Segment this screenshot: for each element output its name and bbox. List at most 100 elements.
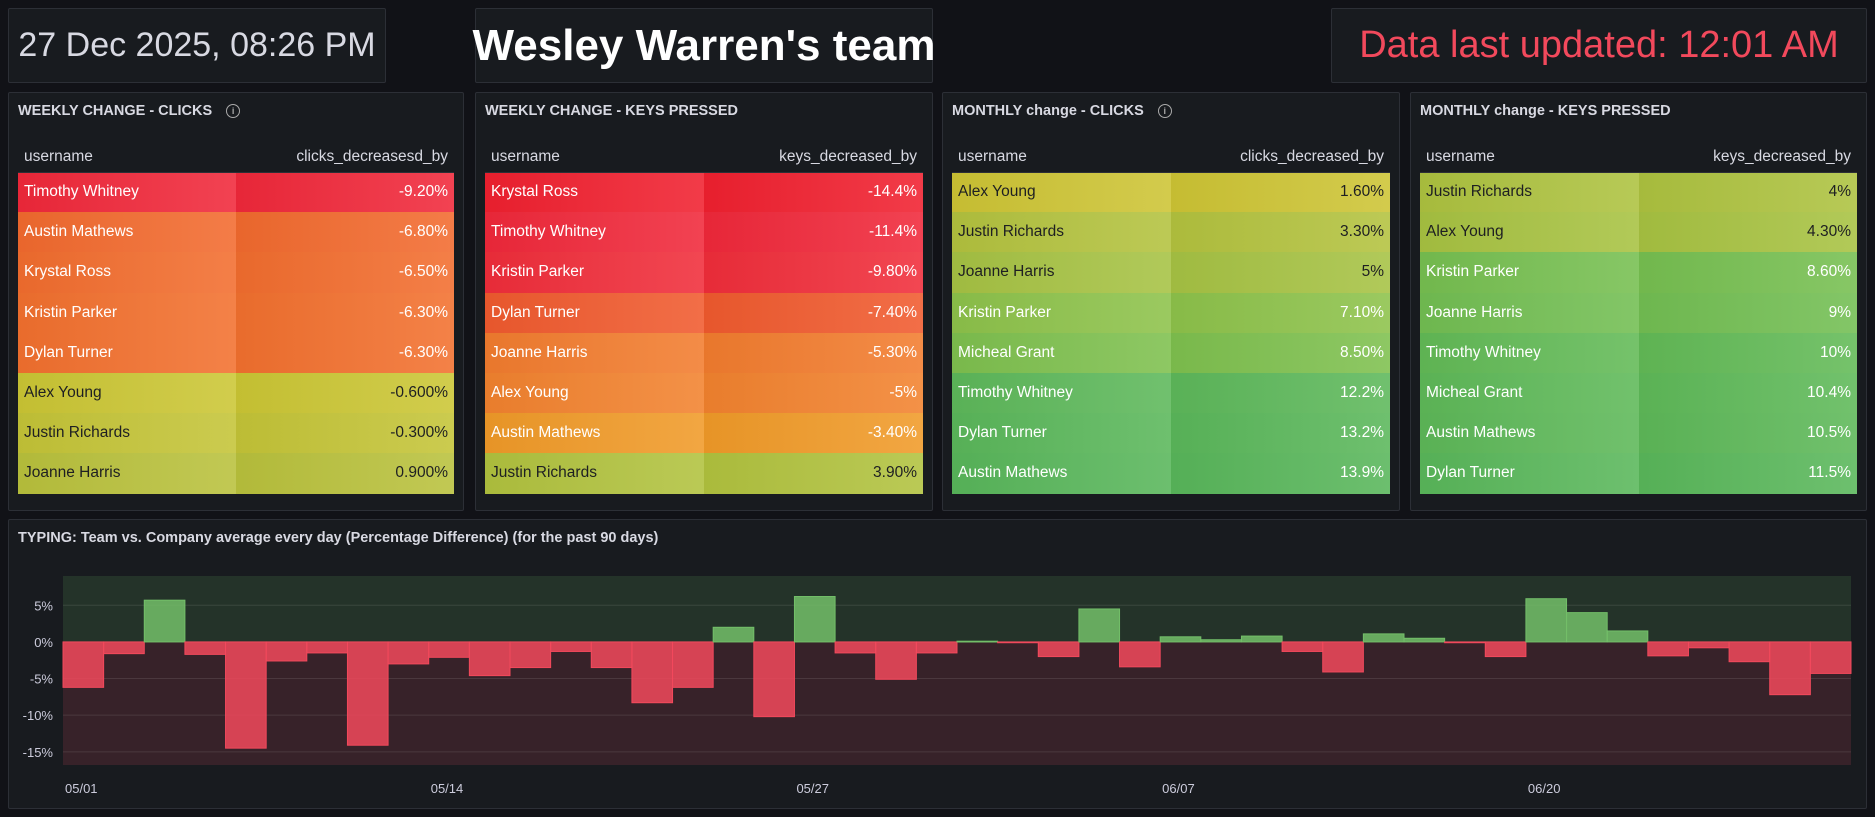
bar [1240,635,1283,643]
table-row: Micheal Grant 8.50% [952,332,1390,373]
x-tick-label: 05/01 [65,781,98,796]
team-title-panel: Wesley Warren's team [473,8,935,83]
value-cell: -3.40% [704,413,923,454]
bar [834,641,877,654]
table-row: Justin Richards 3.30% [952,212,1390,253]
username-cell: Joanne Harris [952,252,1171,293]
bar [672,641,714,688]
x-tick-label: 06/20 [1528,781,1561,796]
username-cell: Timothy Whitney [18,172,236,213]
table-row: Timothy Whitney -11.4% [485,212,923,253]
info-icon[interactable]: i [1157,104,1172,118]
bar [997,641,1039,644]
value-cell: -14.4% [704,172,923,213]
bar [1362,633,1405,643]
username-cell: Kristin Parker [952,292,1171,333]
data-table: username clicks_decreased_by Alex Young … [952,142,1390,494]
username-cell: Alex Young [952,172,1171,213]
panel-title: WEEKLY CHANGE - CLICKS [18,103,213,119]
column-header-username[interactable]: username [18,142,236,173]
value-cell: 12.2% [1171,372,1390,414]
chart-title: TYPING: Team vs. Company average every d… [18,530,659,546]
bar [1078,608,1121,643]
value-cell: -0.300% [236,413,454,454]
bar [62,641,105,688]
table-row: Timothy Whitney -9.20% [18,172,454,213]
last-updated-text: Data last updated: 12:01 AM [1359,24,1839,66]
column-header-value[interactable]: clicks_decreased_by [1171,142,1390,173]
column-header-value[interactable]: clicks_decreasesd_by [236,142,454,173]
info-icon[interactable]: i [226,104,241,118]
value-cell: 3.90% [704,453,923,494]
y-tick-label: -15% [23,745,54,760]
bar [1403,637,1446,643]
username-cell: Justin Richards [485,453,704,494]
datetime-text: 27 Dec 2025, 08:26 PM [18,26,376,64]
value-cell: 11.5% [1638,453,1857,494]
username-cell: Justin Richards [18,413,236,454]
y-tick-label: 0% [34,635,53,650]
value-cell: -9.80% [704,252,923,293]
value-cell: -9.20% [236,172,454,213]
table-row: Krystal Ross -14.4% [485,172,923,213]
value-cell: -11.4% [704,212,923,253]
username-cell: Timothy Whitney [952,372,1171,414]
bar [1606,630,1649,643]
bar [468,641,511,677]
y-tick-label: -5% [30,672,54,687]
username-cell: Joanne Harris [485,332,704,373]
table-row: Kristin Parker 7.10% [952,292,1390,333]
table-row: Austin Mathews -3.40% [485,413,923,454]
bar [1444,641,1486,644]
y-tick-label: -10% [23,708,54,723]
bar [265,641,308,662]
panel-monthly-change-clicks: MONTHLY change - CLICKS i username clicks… [942,92,1400,511]
table-row: Kristin Parker -9.80% [485,252,923,293]
column-header-username[interactable]: username [485,142,704,173]
table-row: Austin Mathews 13.9% [952,453,1390,494]
bar [1322,641,1364,673]
value-cell: 8.60% [1638,252,1857,293]
bar [1728,641,1771,663]
bar [915,641,958,654]
table-row: Alex Young 4.30% [1420,212,1857,253]
column-header-value[interactable]: keys_decreased_by [704,142,923,173]
username-cell: Alex Young [1420,212,1639,253]
bar [387,641,430,665]
panel-title: MONTHLY change - KEYS PRESSED [1420,103,1671,119]
username-cell: Timothy Whitney [485,212,704,253]
value-cell: -6.30% [236,332,454,373]
value-cell: 1.60% [1171,172,1390,213]
value-cell: 13.9% [1171,453,1390,494]
panel-weekly-change-clicks: WEEKLY CHANGE - CLICKS i username clicks_… [8,92,464,511]
bar [184,641,227,655]
table-row: Justin Richards 3.90% [485,453,923,494]
bar [1200,639,1242,643]
bar [1769,641,1811,696]
bar [753,641,795,718]
bar [550,641,592,652]
table-row: Alex Young 1.60% [952,172,1390,213]
bar [1687,641,1730,649]
username-cell: Kristin Parker [18,292,236,333]
typing-chart-panel: TYPING: Team vs. Company average every d… [8,519,1867,809]
column-header-username[interactable]: username [952,142,1171,173]
bar [712,626,755,643]
panel-weekly-change-keys-pressed: WEEKLY CHANGE - KEYS PRESSED username ke… [475,92,933,511]
table-row: Micheal Grant 10.4% [1420,372,1857,414]
value-cell: 10.4% [1638,372,1857,414]
table-row: Kristin Parker 8.60% [1420,252,1857,293]
bar [793,596,836,643]
bar [631,641,674,704]
table-row: Alex Young -5% [485,372,923,414]
panel-monthly-change-keys-pressed: MONTHLY change - KEYS PRESSED username k… [1410,92,1867,511]
table-row: Joanne Harris 5% [952,252,1390,293]
table-row: Austin Mathews -6.80% [18,212,454,253]
value-cell: -7.40% [704,292,923,333]
value-cell: -6.30% [236,292,454,333]
username-cell: Dylan Turner [485,292,704,333]
bar [346,641,389,746]
column-header-username[interactable]: username [1420,142,1639,173]
column-header-value[interactable]: keys_decreased_by [1638,142,1857,173]
data-table: username keys_decreased_by Justin Richar… [1420,142,1857,494]
